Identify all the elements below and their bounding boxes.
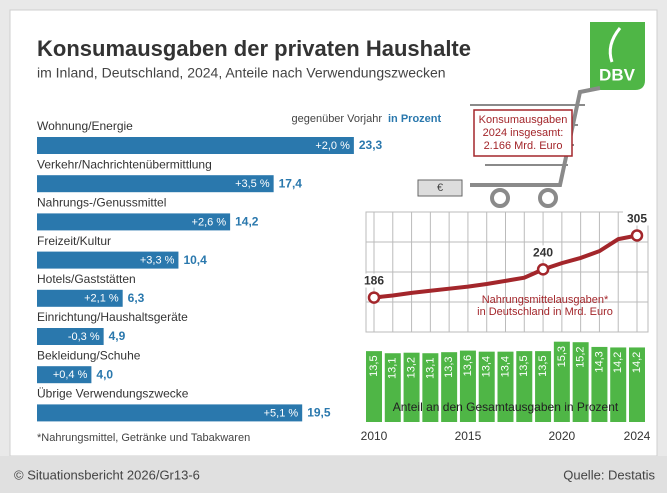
- category-label: Übrige Verwendungszwecke: [37, 387, 189, 401]
- change-label: +3,3 %: [140, 255, 175, 267]
- share-label: 14,2: [612, 352, 624, 373]
- share-label: 13,5: [537, 355, 549, 376]
- share-title: Anteil an den Gesamtausgaben in Prozent: [393, 400, 619, 414]
- footer-source: Quelle: Destatis: [563, 467, 655, 482]
- category-label: Hotels/Gaststätten: [37, 272, 136, 286]
- value-label: 6,3: [128, 291, 145, 305]
- change-label: -0,3 %: [68, 331, 100, 343]
- change-label: +3,5 %: [235, 178, 270, 190]
- point-label: 240: [533, 246, 553, 260]
- footer-credit: © Situationsbericht 2026/Gr13-6: [14, 467, 200, 482]
- share-label: 13,1: [424, 358, 436, 379]
- line-title: Nahrungsmittelausgaben*: [482, 294, 609, 306]
- category-label: Verkehr/Nachrichtenübermittlung: [37, 157, 212, 171]
- cart-label: 2.166 Mrd. Euro: [484, 140, 563, 152]
- change-label: +0,4 %: [53, 369, 88, 381]
- share-label: 15,3: [556, 346, 568, 367]
- category-label: Einrichtung/Haushaltsgeräte: [37, 310, 188, 324]
- title: Konsumausgaben der privaten Haushalte: [37, 36, 471, 61]
- footnote: *Nahrungsmittel, Getränke und Tabakwaren: [37, 432, 250, 444]
- value-label: 19,5: [307, 406, 331, 420]
- share-label: 13,2: [405, 357, 417, 378]
- line-title: in Deutschland in Mrd. Euro: [477, 306, 613, 318]
- value-label: 17,4: [279, 176, 303, 190]
- share-label: 13,6: [462, 355, 474, 376]
- share-label: 13,4: [481, 356, 493, 377]
- share-label: 15,2: [575, 346, 587, 367]
- x-tick-label: 2020: [549, 429, 576, 443]
- point: [538, 264, 548, 274]
- category-label: Freizeit/Kultur: [37, 234, 111, 248]
- legend-change: gegenüber Vorjahr: [291, 113, 382, 125]
- share-label: 13,4: [499, 356, 511, 377]
- infographic: Konsumausgaben der privaten Haushalte im…: [0, 0, 667, 493]
- money-symbol: €: [437, 182, 443, 194]
- share-label: 14,3: [593, 351, 605, 372]
- share-label: 13,5: [518, 355, 530, 376]
- change-label: +5,1 %: [264, 407, 299, 419]
- share-label: 13,5: [368, 355, 380, 376]
- value-label: 4,9: [109, 329, 126, 343]
- bar: [37, 404, 302, 421]
- value-label: 23,3: [359, 138, 383, 152]
- value-label: 4,0: [96, 367, 113, 381]
- category-label: Bekleidung/Schuhe: [37, 348, 141, 362]
- change-label: +2,0 %: [315, 140, 350, 152]
- x-tick-label: 2024: [624, 429, 651, 443]
- point: [632, 230, 642, 240]
- cart-label: Konsumausgaben: [479, 114, 568, 126]
- cart-label: 2024 insgesamt:: [483, 127, 564, 139]
- subtitle: im Inland, Deutschland, 2024, Anteile na…: [37, 65, 446, 81]
- point-label: 305: [627, 212, 647, 226]
- x-tick-label: 2010: [361, 429, 388, 443]
- change-label: +2,6 %: [192, 216, 227, 228]
- category-label: Nahrungs-/Genussmittel: [37, 196, 166, 210]
- value-label: 14,2: [235, 215, 259, 229]
- bar: [37, 137, 354, 154]
- logo-text: DBV: [599, 65, 636, 84]
- change-label: +2,1 %: [84, 293, 119, 305]
- share-label: 13,1: [387, 358, 399, 379]
- point-label: 186: [364, 274, 384, 288]
- legend-value: in Prozent: [388, 113, 442, 125]
- point: [369, 293, 379, 303]
- x-tick-label: 2015: [455, 429, 482, 443]
- share-label: 13,3: [443, 356, 455, 377]
- value-label: 10,4: [183, 253, 207, 267]
- category-label: Wohnung/Energie: [37, 119, 133, 133]
- page: Konsumausgaben der privaten Haushalte im…: [0, 0, 667, 493]
- share-label: 14,2: [631, 352, 643, 373]
